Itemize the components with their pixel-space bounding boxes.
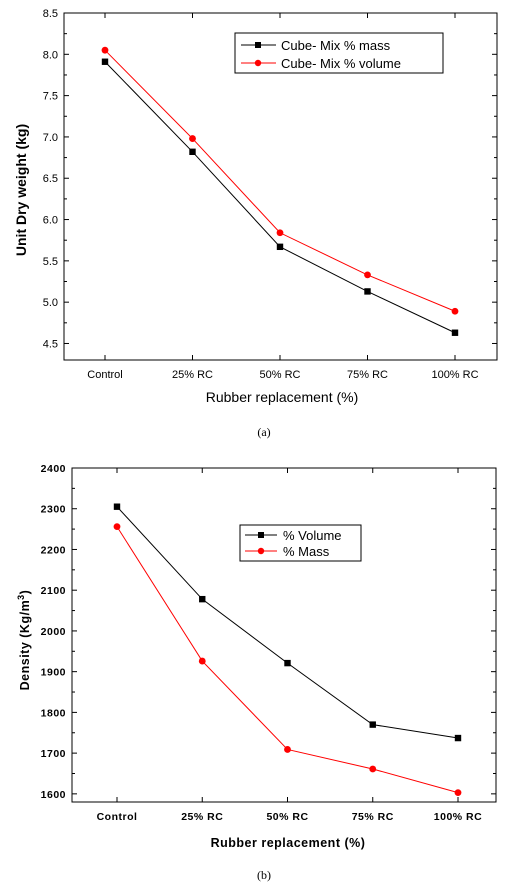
chart-b-y-axis-label-end: ) <box>18 590 32 595</box>
b-y-tick-label: 2300 <box>41 504 66 516</box>
a-series-1-point <box>276 229 284 237</box>
a-series-0-line <box>104 61 456 334</box>
b-y-tick-label: 2400 <box>41 463 66 475</box>
chart-a: 4.5 5.0 5.5 6.0 6.5 7.0 7.5 8.0 8.5 Control 25% R… <box>13 8 498 439</box>
chart-a-legend: Cube- Mix % mass Cube- Mix % volume <box>234 32 444 74</box>
chart-b-legend-box <box>239 524 362 562</box>
chart-a-legend-label-volume: Cube- Mix % volume <box>281 56 401 71</box>
a-x-tick-label: 75% RC <box>347 369 388 381</box>
a-x-tick-label: Control <box>87 369 122 381</box>
b-series-1-point <box>113 523 121 531</box>
a-y-tick-label: 8.5 <box>43 8 58 20</box>
chart-a-y-axis-label: Unit Dry weight (kg) <box>13 124 29 256</box>
chart-b-legend-marker-mass <box>257 547 265 555</box>
b-x-tick-label: 100% RC <box>434 811 482 823</box>
chart-a-series <box>101 46 459 336</box>
a-y-tick-label: 6.5 <box>43 173 58 185</box>
chart-b-x-axis: Control 25% RC 50% RC 75% RC 100% RC <box>97 468 482 823</box>
chart-b-y-axis-label: Density (Kg/m3) <box>16 590 32 691</box>
chart-a-caption: (a) <box>257 425 270 439</box>
chart-b-legend-marker-volume <box>258 532 264 538</box>
b-series-0-point <box>113 503 121 510</box>
chart-a-x-axis: Control 25% RC 50% RC 75% RC 100% RC <box>87 13 479 381</box>
a-x-tick-label: 25% RC <box>172 369 213 381</box>
chart-b-plot-frame <box>71 467 497 803</box>
b-series-1-point <box>454 789 462 797</box>
b-x-tick-label: 25% RC <box>181 811 223 823</box>
b-series-0-point <box>454 734 462 742</box>
b-y-tick-label: 1700 <box>41 748 66 760</box>
a-series-0-point <box>189 148 196 155</box>
b-y-tick-label: 2200 <box>41 544 66 556</box>
chart-a-legend-label-mass: Cube- Mix % mass <box>281 38 391 53</box>
a-series-1-point <box>189 135 196 142</box>
chart-a-legend-box <box>234 32 444 74</box>
b-x-tick-label: Control <box>97 811 138 823</box>
b-series-0-point <box>284 659 291 667</box>
a-x-tick-label: 100% RC <box>431 369 478 381</box>
b-y-tick-label: 1900 <box>41 667 66 679</box>
a-series-0-point <box>276 243 284 251</box>
b-y-tick-label: 1600 <box>41 789 66 801</box>
b-series-1-point <box>198 657 206 665</box>
chart-b-legend-label-volume: % Volume <box>283 528 342 543</box>
chart-b-y-axis: 1600 1700 1800 1900 2000 2100 2200 2300 2400 <box>41 463 496 801</box>
a-series-0-point <box>451 329 459 336</box>
b-y-tick-label: 2100 <box>41 585 66 597</box>
chart-a-legend-marker-mass <box>255 42 261 48</box>
chart-a-y-axis: 4.5 5.0 5.5 6.0 6.5 7.0 7.5 8.0 8.5 <box>43 8 497 350</box>
chart-a-x-axis-label: Rubber replacement (%) <box>206 389 359 405</box>
a-y-tick-label: 7.0 <box>43 132 58 144</box>
a-y-tick-label: 4.5 <box>43 338 58 350</box>
chart-b: 1600 1700 1800 1900 2000 2100 2200 2300 2400 Con… <box>16 463 497 882</box>
chart-b-series <box>113 503 462 797</box>
b-series-1-point <box>284 746 291 753</box>
b-series-0-point <box>199 595 206 603</box>
a-series-1-point <box>364 271 371 279</box>
b-y-tick-label: 1800 <box>41 707 66 719</box>
a-series-1-point <box>101 46 109 54</box>
a-series-1-line <box>104 49 456 312</box>
a-y-tick-label: 6.0 <box>43 215 58 227</box>
a-y-tick-label: 8.0 <box>43 49 58 61</box>
a-series-0-point <box>101 58 109 65</box>
chart-b-legend-label-mass: % Mass <box>283 544 330 559</box>
chart-a-legend-marker-volume <box>254 59 262 67</box>
chart-b-caption: (b) <box>257 868 271 882</box>
a-x-tick-label: 50% RC <box>260 369 301 381</box>
a-series-1-point <box>451 307 459 315</box>
chart-b-y-axis-label-main: Density (Kg/m <box>18 600 32 691</box>
chart-b-y-axis-label-sup: 3 <box>16 594 26 600</box>
chart-b-legend: % Volume % Mass <box>239 524 362 562</box>
b-series-0-point <box>369 721 376 728</box>
a-y-tick-label: 5.0 <box>43 297 58 309</box>
b-series-1-point <box>369 765 377 773</box>
b-x-tick-label: 50% RC <box>266 811 308 823</box>
a-y-tick-label: 5.5 <box>43 256 58 268</box>
a-y-tick-label: 7.5 <box>43 91 58 103</box>
b-x-tick-label: 75% RC <box>352 811 394 823</box>
b-y-tick-label: 2000 <box>41 626 66 638</box>
chart-b-x-axis-label: Rubber replacement (%) <box>211 836 366 850</box>
a-series-0-point <box>364 288 371 295</box>
